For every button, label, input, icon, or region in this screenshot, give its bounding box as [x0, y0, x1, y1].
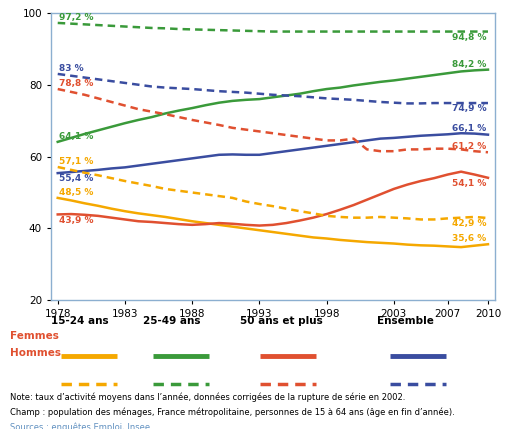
Text: 78,8 %: 78,8 %: [59, 79, 93, 88]
Text: 55,4 %: 55,4 %: [59, 174, 93, 183]
Text: 66,1 %: 66,1 %: [451, 124, 486, 133]
Text: 97,2 %: 97,2 %: [59, 13, 93, 22]
Text: 48,5 %: 48,5 %: [59, 188, 93, 197]
Text: Sources : enquêtes Emploi, Insee.: Sources : enquêtes Emploi, Insee.: [10, 423, 153, 429]
Text: 74,9 %: 74,9 %: [451, 104, 486, 113]
Text: 94,8 %: 94,8 %: [451, 33, 486, 42]
Text: 84,2 %: 84,2 %: [451, 60, 486, 69]
Text: 83 %: 83 %: [59, 64, 83, 73]
Text: 43,9 %: 43,9 %: [59, 216, 93, 225]
Text: Note: taux d’activité moyens dans l’année, données corrigées de la rupture de sé: Note: taux d’activité moyens dans l’anné…: [10, 393, 405, 402]
Text: 35,6 %: 35,6 %: [451, 234, 486, 243]
Text: 64,1 %: 64,1 %: [59, 132, 93, 141]
Text: Champ : population des ménages, France métropolitaine, personnes de 15 à 64 ans : Champ : population des ménages, France m…: [10, 408, 454, 417]
Text: 54,1 %: 54,1 %: [451, 179, 486, 188]
Text: 15-24 ans: 15-24 ans: [51, 316, 108, 326]
Text: 61,2 %: 61,2 %: [451, 142, 486, 151]
Text: 25-49 ans: 25-49 ans: [143, 316, 200, 326]
Text: Ensemble: Ensemble: [377, 316, 434, 326]
Text: 50 ans et plus: 50 ans et plus: [239, 316, 322, 326]
Text: Hommes: Hommes: [10, 348, 61, 358]
Text: Femmes: Femmes: [10, 331, 59, 341]
Text: 42,9 %: 42,9 %: [451, 219, 486, 228]
Text: 57,1 %: 57,1 %: [59, 157, 93, 166]
